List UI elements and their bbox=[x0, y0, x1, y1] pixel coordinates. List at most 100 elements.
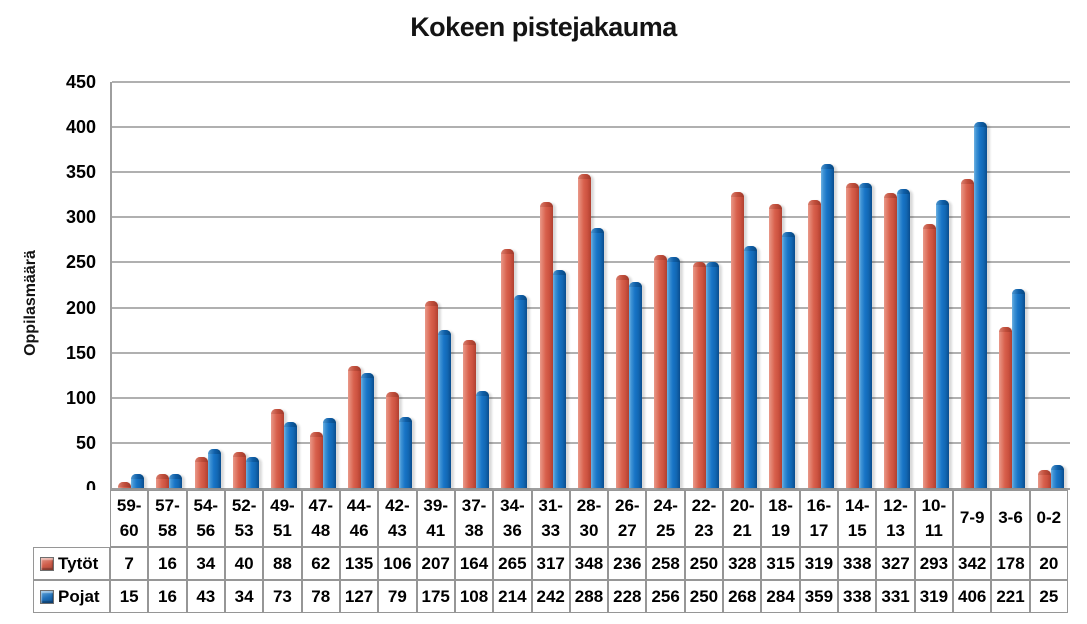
table-value-pojat-31-33: 242 bbox=[531, 580, 570, 613]
legend-cell-pojat: Pojat bbox=[33, 580, 110, 613]
category-label: 49-51 bbox=[263, 490, 302, 547]
table-value-pojat-39-41: 175 bbox=[416, 580, 455, 613]
table-value-pojat-44-46: 127 bbox=[339, 580, 379, 613]
bar-cap bbox=[744, 246, 758, 251]
bar-cap bbox=[731, 192, 745, 197]
category-label-text: 47-48 bbox=[308, 495, 334, 540]
bar-tytot-24-25 bbox=[654, 255, 668, 488]
table-value-tytot-59-60: 7 bbox=[110, 547, 149, 580]
bar-tytot-47-48 bbox=[309, 432, 323, 488]
table-value-pojat-47-48: 78 bbox=[301, 580, 340, 613]
category-label-text: 16-17 bbox=[806, 495, 832, 540]
bar-cap bbox=[462, 340, 476, 345]
bar-tytot-34-36 bbox=[501, 249, 515, 488]
bar-cap bbox=[782, 232, 796, 237]
table-value-tytot-14-15: 338 bbox=[838, 547, 877, 580]
bar-cap bbox=[974, 122, 988, 127]
category-label: 57-58 bbox=[148, 490, 187, 547]
data-table: 59-60 57-58 54-56 52-53 49-51 47-48 44-46 42-43… bbox=[33, 490, 1068, 613]
bar-tytot-26-27 bbox=[616, 275, 630, 488]
bar-tytot-14-15 bbox=[846, 183, 860, 488]
category-label-text: 42-43 bbox=[385, 495, 410, 540]
category-label: 34-36 bbox=[493, 490, 532, 547]
bar-tytot-44-46 bbox=[347, 366, 361, 488]
table-value-tytot-31-33: 317 bbox=[531, 547, 570, 580]
table-value-pojat-0-2: 25 bbox=[1029, 580, 1068, 613]
category-label: 0-2 bbox=[1029, 490, 1068, 547]
table-value-pojat-52-53: 34 bbox=[224, 580, 264, 613]
legend-cell-tytot: Tytöt bbox=[33, 547, 110, 580]
table-value-pojat-34-36: 214 bbox=[493, 580, 532, 613]
bar-tytot-39-41 bbox=[424, 301, 438, 488]
bar-cap bbox=[424, 301, 438, 306]
table-value-pojat-3-6: 221 bbox=[991, 580, 1030, 613]
table-value-pojat-7-9: 406 bbox=[953, 580, 992, 613]
category-label-text: 22-23 bbox=[691, 495, 717, 540]
category-label-text: 14-15 bbox=[844, 495, 870, 540]
y-tick-label-50: 50 bbox=[75, 432, 96, 453]
bar-tytot-10-11 bbox=[922, 224, 936, 488]
table-value-tytot-22-23: 250 bbox=[684, 547, 724, 580]
bar-cap bbox=[169, 474, 183, 479]
bar-pojat-22-23 bbox=[705, 262, 719, 488]
bar-cap bbox=[514, 295, 528, 300]
bar-cap bbox=[667, 257, 681, 262]
category-label: 22-23 bbox=[684, 490, 724, 547]
y-tick-label-0: 0 bbox=[85, 478, 96, 498]
table-value-tytot-18-19: 315 bbox=[761, 547, 800, 580]
bar-pojat-44-46 bbox=[360, 373, 374, 488]
category-label: 20-21 bbox=[723, 490, 762, 547]
bar-cap bbox=[577, 174, 591, 179]
y-tick-label-200: 200 bbox=[65, 297, 96, 318]
bar-cap bbox=[629, 282, 643, 287]
category-label: 10-11 bbox=[914, 490, 954, 547]
bar-cap bbox=[884, 193, 898, 198]
bar-pojat-39-41 bbox=[437, 330, 451, 488]
bar-tytot-7-9 bbox=[961, 179, 975, 488]
bar-tytot-12-13 bbox=[884, 193, 898, 488]
table-value-tytot-47-48: 62 bbox=[301, 547, 340, 580]
bar-tytot-22-23 bbox=[692, 262, 706, 488]
category-label: 7-9 bbox=[953, 490, 992, 547]
bar-cap bbox=[820, 164, 834, 169]
tytot-legend-key-icon bbox=[40, 556, 54, 571]
gridline-350 bbox=[112, 171, 1070, 174]
bar-pojat-18-19 bbox=[782, 232, 796, 488]
bar-cap bbox=[156, 474, 170, 479]
bar-pojat-42-43 bbox=[399, 417, 413, 488]
bar-cap bbox=[118, 482, 131, 487]
bar-pojat-47-48 bbox=[322, 418, 336, 488]
plot-area bbox=[110, 81, 1070, 490]
table-value-tytot-42-43: 106 bbox=[378, 547, 417, 580]
bar-cap bbox=[654, 255, 668, 260]
bar-tytot-18-19 bbox=[769, 204, 783, 488]
bar-tytot-3-6 bbox=[999, 327, 1013, 488]
legend-label: Tytöt bbox=[58, 553, 99, 573]
gridline-450 bbox=[112, 81, 1070, 83]
table-value-pojat-49-51: 73 bbox=[263, 580, 302, 613]
table-value-tytot-0-2: 20 bbox=[1029, 547, 1068, 580]
bar-pojat-31-33 bbox=[552, 270, 566, 488]
bar-cap bbox=[539, 202, 553, 207]
bar-cap bbox=[309, 432, 323, 437]
bar-cap bbox=[922, 224, 936, 229]
category-label: 26-27 bbox=[608, 490, 647, 547]
bar-cap bbox=[347, 366, 361, 371]
bar-tytot-28-30 bbox=[577, 174, 591, 488]
category-label-text: 10-11 bbox=[921, 495, 947, 540]
bar-pojat-0-2 bbox=[1050, 465, 1064, 488]
y-tick-label-400: 400 bbox=[65, 117, 96, 138]
category-label-text: 37-38 bbox=[461, 495, 487, 540]
bar-tytot-16-17 bbox=[807, 200, 821, 488]
table-value-pojat-59-60: 15 bbox=[110, 580, 149, 613]
table-value-pojat-26-27: 228 bbox=[608, 580, 647, 613]
category-label: 28-30 bbox=[569, 490, 609, 547]
bar-tytot-59-60 bbox=[118, 482, 131, 488]
bar-cap bbox=[807, 200, 821, 205]
category-label-text: 59-60 bbox=[116, 495, 142, 540]
bar-tytot-57-58 bbox=[156, 474, 170, 488]
y-tick-label-250: 250 bbox=[65, 252, 96, 273]
bar-cap bbox=[961, 179, 975, 184]
bar-cap bbox=[386, 392, 400, 397]
